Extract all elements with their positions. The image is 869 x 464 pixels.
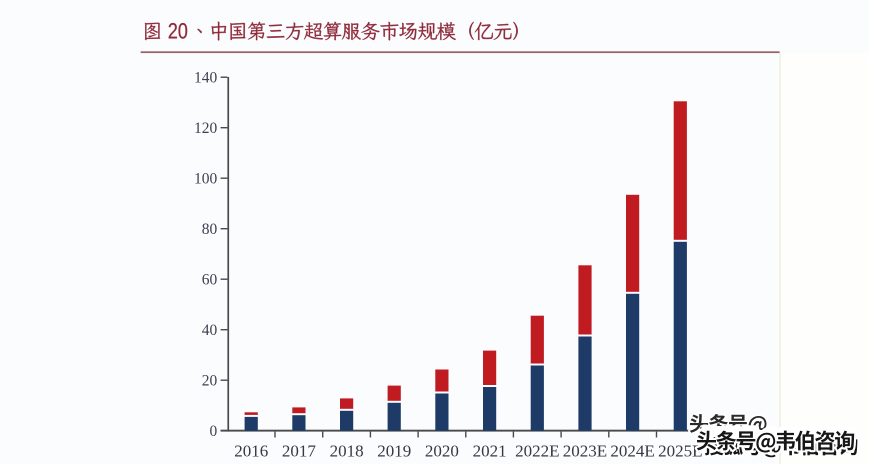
svg-text:60: 60 [202, 272, 218, 289]
svg-text:100: 100 [194, 171, 218, 188]
svg-text:2020: 2020 [425, 441, 459, 460]
svg-text:20: 20 [202, 373, 218, 390]
svg-text:80: 80 [202, 221, 218, 238]
svg-text:2024E: 2024E [610, 441, 654, 460]
svg-text:2019: 2019 [377, 441, 411, 460]
svg-text:40: 40 [202, 322, 218, 339]
svg-text:0: 0 [209, 423, 217, 440]
svg-text:120: 120 [194, 120, 218, 137]
svg-text:2018: 2018 [330, 441, 364, 460]
svg-text:2025E: 2025E [658, 441, 702, 460]
svg-text:2023E: 2023E [563, 441, 607, 460]
svg-text:2022E: 2022E [515, 441, 559, 460]
svg-text:2016: 2016 [234, 441, 268, 460]
svg-text:2021: 2021 [473, 441, 507, 460]
svg-text:140: 140 [194, 70, 218, 87]
svg-text:2017: 2017 [282, 441, 317, 460]
